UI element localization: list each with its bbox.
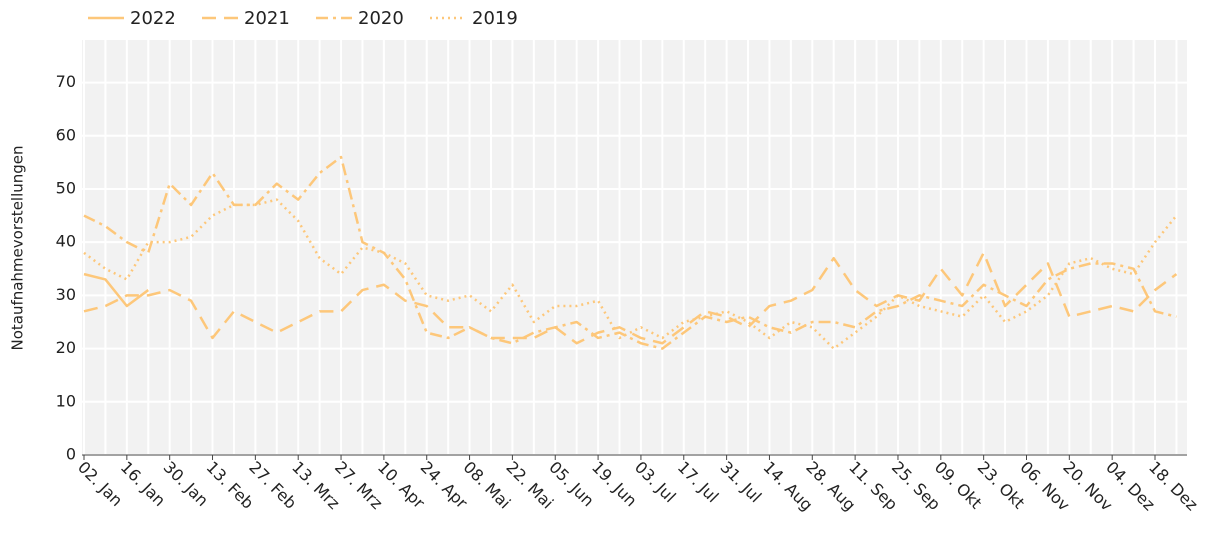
y-tick-label: 70 (56, 72, 76, 91)
x-tick-label: 08. Mai (460, 458, 515, 513)
legend-label: 2022 (130, 8, 176, 29)
legend-label: 2021 (244, 8, 290, 29)
y-tick-label: 40 (56, 232, 76, 251)
x-tick-label: 31. Jul (717, 458, 766, 507)
y-tick-label: 20 (56, 338, 76, 357)
x-tick-label: 30. Jan (160, 458, 212, 510)
y-tick-label: 30 (56, 285, 76, 304)
legend-label: 2019 (472, 8, 518, 29)
x-tick-label: 16. Jan (117, 458, 169, 510)
y-tick-label: 0 (66, 445, 76, 464)
plot-background (82, 40, 1187, 455)
series-line (83, 272, 150, 308)
series-line (83, 155, 1177, 350)
series-line (83, 251, 1178, 345)
legend-label: 2020 (358, 8, 404, 29)
y-tick-label: 60 (56, 125, 76, 144)
y-axis-label: Notaufnahmevorstellungen (9, 145, 27, 350)
x-tick-label: 17. Jul (674, 458, 723, 507)
x-tick-label: 22. Mai (502, 458, 557, 513)
y-tick-label: 50 (56, 178, 76, 197)
y-tick-label: 10 (56, 391, 76, 410)
series-line (83, 198, 1178, 350)
x-tick-label: 19. Jun (588, 458, 641, 511)
x-tick-label: 02. Jan (74, 458, 126, 510)
